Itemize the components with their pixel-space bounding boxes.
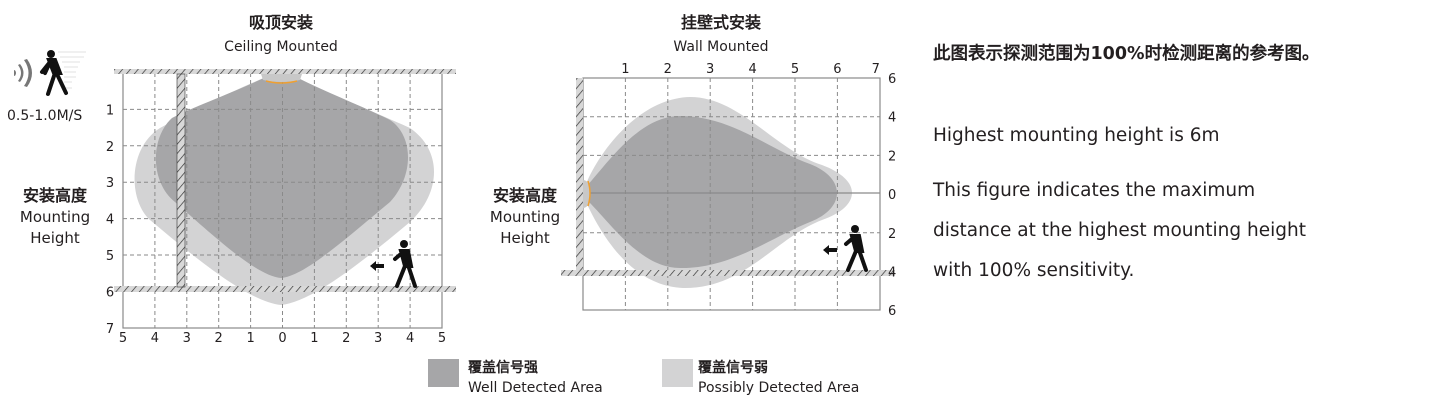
tick-label: 5 [106, 249, 114, 264]
legend-well-en: Well Detected Area [468, 380, 603, 396]
note-line-2: Highest mounting height is 6m [933, 125, 1220, 146]
motion-sensor-icon [14, 59, 32, 87]
tick-label: 5 [119, 331, 127, 346]
ceiling-grid [123, 73, 442, 328]
floor-hatch [561, 270, 895, 276]
tick-label: 0 [888, 188, 896, 203]
well-detected-area [586, 116, 837, 269]
tick-label: 3 [374, 331, 382, 346]
legend: 覆盖信号强 Well Detected Area 覆盖信号弱 Possibly … [428, 359, 859, 396]
tick-label: 1 [621, 62, 629, 77]
tick-label: 3 [106, 176, 114, 191]
tick-label: 1 [310, 331, 318, 346]
tick-label: 4 [748, 62, 756, 77]
speed-label: 0.5-1.0M/S [7, 108, 82, 124]
mounting-height-en-1: Mounting [490, 208, 560, 226]
wall-sensor-icon [583, 180, 591, 208]
tick-label: 0 [278, 331, 286, 346]
tick-label: 2 [888, 227, 896, 242]
ceiling-title-en: Ceiling Mounted [224, 39, 338, 55]
ceiling-diagram: 吸顶安装 Ceiling Mounted 1 2 3 4 5 6 7 5 4 3 2 1 0 1 2 3 4 5… [7, 13, 456, 346]
tick-label: 2 [342, 331, 350, 346]
legend-swatch-possibly [662, 359, 693, 387]
legend-swatch-well [428, 359, 459, 387]
tick-label: 1 [106, 103, 114, 118]
mounting-height-en-1: Mounting [20, 208, 90, 226]
tick-label: 4 [106, 213, 114, 228]
floor-hatch [114, 286, 456, 292]
walking-person-icon [393, 240, 417, 288]
tick-label: 2 [106, 140, 114, 155]
tick-label: 5 [791, 62, 799, 77]
tick-label: 2 [888, 149, 896, 164]
tick-label: 6 [833, 62, 841, 77]
arrow-left-icon [370, 261, 384, 271]
note-line-4: distance at the highest mounting height [933, 220, 1306, 241]
ceiling-sensor-icon [261, 74, 302, 84]
mounting-height-en-2: Height [500, 229, 550, 247]
tick-label: 6 [106, 285, 114, 300]
legend-well-cn: 覆盖信号强 [468, 359, 538, 376]
tick-label: 4 [888, 266, 896, 281]
tick-label: 4 [151, 331, 159, 346]
tick-label: 3 [183, 331, 191, 346]
tick-label: 4 [888, 111, 896, 126]
ceiling-hatch [114, 69, 456, 74]
walking-person-icon [40, 50, 86, 96]
wall-hatch [576, 78, 583, 273]
ceiling-title-cn: 吸顶安装 [249, 13, 313, 32]
tick-label: 3 [706, 62, 714, 77]
note-line-1: 此图表示探测范围为100%时检测距离的参考图。 [933, 44, 1320, 64]
wall-title-cn: 挂壁式安装 [681, 13, 761, 32]
mounting-height-en-2: Height [30, 229, 80, 247]
note-line-5: with 100% sensitivity. [933, 260, 1135, 281]
mounting-height-cn: 安装高度 [493, 186, 558, 205]
mounting-height-cn: 安装高度 [23, 186, 88, 205]
legend-possibly-en: Possibly Detected Area [698, 380, 859, 396]
walking-person-icon [844, 225, 868, 272]
tick-label: 7 [872, 62, 880, 77]
tick-label: 2 [664, 62, 672, 77]
wall-hatch [176, 73, 186, 288]
wall-grid [583, 78, 880, 310]
tick-label: 4 [406, 331, 414, 346]
tick-label: 1 [246, 331, 254, 346]
note-line-3: This figure indicates the maximum [933, 180, 1256, 201]
tick-label: 5 [438, 331, 446, 346]
tick-label: 6 [888, 72, 896, 87]
legend-possibly-cn: 覆盖信号弱 [698, 359, 768, 376]
arrow-left-icon [823, 245, 837, 255]
tick-label: 6 [888, 304, 896, 319]
tick-label: 7 [106, 322, 114, 337]
wall-title-en: Wall Mounted [673, 39, 768, 55]
tick-label: 2 [215, 331, 223, 346]
